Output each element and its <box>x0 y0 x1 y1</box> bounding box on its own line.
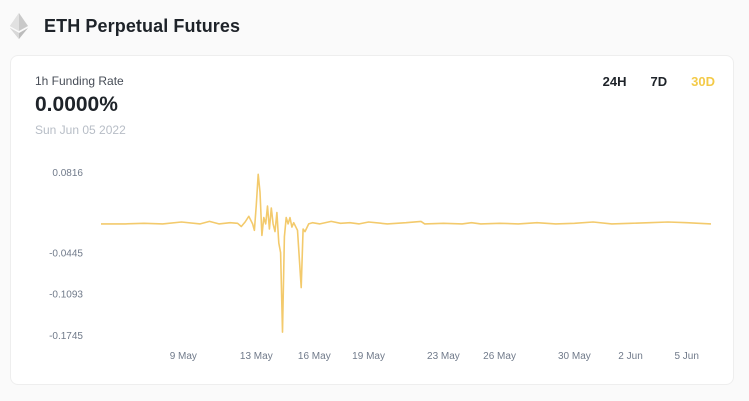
x-tick-label: 13 May <box>240 351 273 362</box>
range-30d-button[interactable]: 30D <box>691 74 715 89</box>
y-axis: 0.0816 -0.0445 -0.1093 -0.1745 <box>49 168 83 342</box>
time-range-selector: 24H 7D 30D <box>591 74 715 90</box>
page-header: ETH Perpetual Futures <box>10 12 240 40</box>
funding-rate-value: 0.0000% <box>35 93 118 116</box>
funding-rate-line <box>101 173 712 333</box>
x-tick-label: 30 May <box>558 351 591 362</box>
x-tick-label: 5 Jun <box>674 351 698 362</box>
ethereum-icon <box>10 13 28 39</box>
x-tick-label: 2 Jun <box>618 351 642 362</box>
funding-rate-label: 1h Funding Rate <box>35 74 124 88</box>
x-tick-label: 26 May <box>483 351 516 362</box>
page-title: ETH Perpetual Futures <box>44 15 241 36</box>
funding-rate-chart: 0.0816 -0.0445 -0.1093 -0.1745 9 May 13 May 1… <box>49 168 712 362</box>
y-tick-label: 0.0816 <box>52 168 83 179</box>
y-tick-label: -0.1093 <box>49 290 83 301</box>
funding-rate-card: 1h Funding Rate 0.0000% Sun Jun 05 2022 … <box>10 55 734 385</box>
x-axis: 9 May 13 May 16 May 19 May 23 May 26 May 30 Ma… <box>170 351 699 362</box>
funding-rate-date: Sun Jun 05 2022 <box>35 123 126 137</box>
x-tick-label: 16 May <box>298 351 331 362</box>
range-24h-button[interactable]: 24H <box>602 74 627 89</box>
x-tick-label: 23 May <box>427 351 460 362</box>
x-tick-label: 9 May <box>170 351 197 362</box>
y-tick-label: -0.0445 <box>49 248 83 259</box>
y-tick-label: -0.1745 <box>49 331 83 342</box>
range-7d-button[interactable]: 7D <box>650 74 668 89</box>
x-tick-label: 19 May <box>352 351 385 362</box>
